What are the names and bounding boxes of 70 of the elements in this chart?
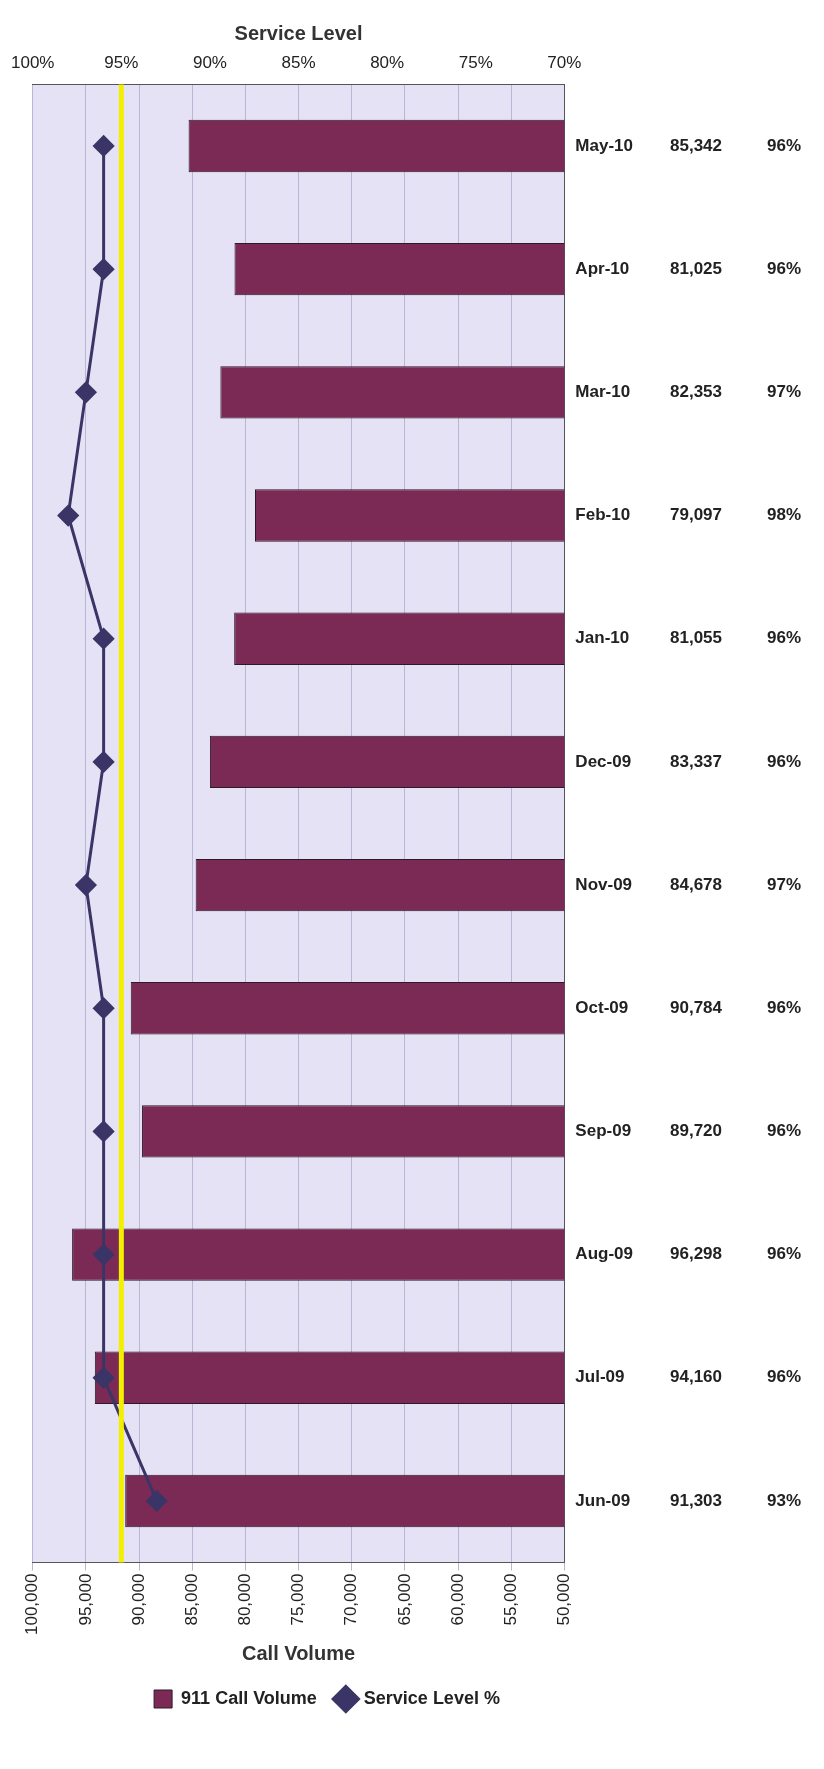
data-label: 82,353 bbox=[670, 382, 722, 402]
data-label: 83,337 bbox=[670, 751, 722, 771]
y-tick-label: Dec-09 bbox=[575, 751, 632, 771]
x2-tick-label: 85% bbox=[281, 52, 316, 72]
y-tick-label: Sep-09 bbox=[575, 1121, 632, 1141]
legend-label: Service Level % bbox=[363, 1687, 500, 1708]
x2-tick-label: 70% bbox=[547, 52, 582, 72]
data-label: 96% bbox=[766, 1121, 802, 1141]
data-label: 96,298 bbox=[670, 1244, 722, 1264]
data-label: 96% bbox=[766, 135, 802, 155]
point bbox=[93, 628, 115, 650]
data-label: 97% bbox=[766, 382, 802, 402]
data-label: 81,055 bbox=[670, 628, 722, 648]
x-tick-label: 50,000 bbox=[554, 1573, 574, 1626]
x-tick-label: 75,000 bbox=[288, 1573, 308, 1626]
x-tick-label: 55,000 bbox=[500, 1573, 520, 1626]
y-tick-label: Aug-09 bbox=[575, 1244, 633, 1264]
point bbox=[93, 1244, 115, 1266]
point bbox=[75, 874, 97, 896]
data-label: 90,784 bbox=[670, 997, 723, 1017]
x-tick-label: 80,000 bbox=[235, 1573, 255, 1626]
data-label: 91,303 bbox=[670, 1490, 722, 1510]
legend-label: 911 Call Volume bbox=[181, 1687, 317, 1708]
point bbox=[93, 1120, 115, 1142]
data-label: 85,342 bbox=[670, 135, 722, 155]
point bbox=[57, 505, 79, 527]
y-tick-label: May-10 bbox=[575, 135, 633, 155]
y-tick-label: Feb-10 bbox=[575, 505, 631, 525]
x2-axis-title: Service Level bbox=[234, 21, 363, 44]
x-tick-label: 90,000 bbox=[128, 1573, 148, 1626]
x-axis-title: Call Volume bbox=[242, 1641, 356, 1664]
x-tick-label: 70,000 bbox=[341, 1573, 361, 1626]
x2-tick-label: 80% bbox=[370, 52, 405, 72]
data-label: 81,025 bbox=[670, 258, 722, 278]
x2-tick-label: 90% bbox=[192, 52, 227, 72]
y-tick-label: Oct-09 bbox=[575, 997, 629, 1017]
x2-tick-label: 95% bbox=[104, 52, 139, 72]
data-label: 96% bbox=[766, 628, 802, 648]
data-label: 97% bbox=[766, 874, 802, 894]
data-label: 96% bbox=[766, 997, 802, 1017]
x-tick-label: 85,000 bbox=[181, 1573, 201, 1626]
point bbox=[93, 751, 115, 773]
point bbox=[93, 1367, 115, 1389]
y-tick-label: Jan-10 bbox=[575, 628, 630, 648]
point bbox=[146, 1490, 168, 1512]
x2-tick-label: 75% bbox=[458, 52, 493, 72]
x-tick-label: 95,000 bbox=[75, 1573, 95, 1626]
data-label: 84,678 bbox=[670, 874, 722, 894]
data-label: 93% bbox=[766, 1490, 802, 1510]
y-tick-label: Jun-09 bbox=[575, 1490, 631, 1510]
x-tick-label: 65,000 bbox=[394, 1573, 414, 1626]
data-label: 96% bbox=[766, 1367, 802, 1387]
x2-tick-label: 100% bbox=[11, 52, 55, 72]
y-tick-label: Apr-10 bbox=[575, 258, 630, 278]
x-tick-label: 60,000 bbox=[447, 1573, 467, 1626]
point bbox=[93, 997, 115, 1019]
data-label: 79,097 bbox=[670, 505, 722, 525]
data-label: 96% bbox=[766, 258, 802, 278]
point bbox=[93, 258, 115, 280]
data-label: 96% bbox=[766, 751, 802, 771]
point bbox=[75, 381, 97, 403]
y-tick-label: Jul-09 bbox=[575, 1367, 625, 1387]
data-label: 94,160 bbox=[670, 1367, 722, 1387]
data-label: 96% bbox=[766, 1244, 802, 1264]
y-tick-label: Nov-09 bbox=[575, 874, 633, 894]
x-tick-label: 100,000 bbox=[22, 1573, 42, 1635]
y-tick-label: Mar-10 bbox=[575, 382, 631, 402]
data-label: 89,720 bbox=[670, 1121, 722, 1141]
data-label: 98% bbox=[766, 505, 802, 525]
point bbox=[93, 135, 115, 157]
